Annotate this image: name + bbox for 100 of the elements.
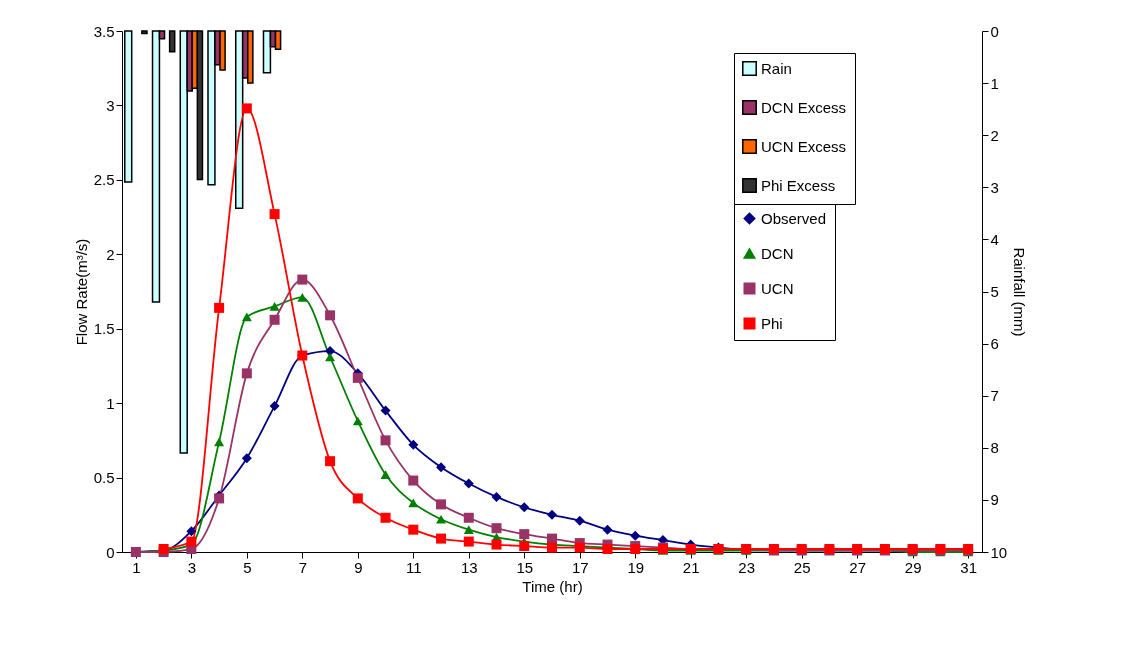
point bbox=[241, 312, 252, 322]
bar bbox=[196, 30, 204, 181]
point bbox=[408, 498, 419, 508]
point bbox=[463, 478, 474, 489]
point bbox=[352, 493, 363, 504]
x-tick-label: 29 bbox=[904, 558, 922, 576]
point bbox=[436, 462, 447, 473]
legend-label: Phi bbox=[761, 314, 783, 332]
x-tick-label: 13 bbox=[460, 558, 478, 576]
bar bbox=[207, 30, 216, 186]
legend-label: DCN bbox=[761, 244, 794, 262]
point bbox=[352, 372, 363, 383]
point bbox=[491, 491, 502, 502]
point bbox=[241, 368, 252, 379]
x-tick-label: 9 bbox=[354, 558, 363, 576]
y2-tick-label: 1 bbox=[990, 74, 999, 92]
point bbox=[214, 437, 225, 447]
y-tick-label: 1 bbox=[106, 394, 115, 412]
point bbox=[269, 302, 280, 311]
point bbox=[408, 439, 419, 450]
bar bbox=[151, 30, 161, 303]
legend-label: DCN Excess bbox=[761, 98, 847, 116]
y2-tick-label: 2 bbox=[990, 126, 999, 144]
y-tick-label: 2.5 bbox=[93, 171, 115, 189]
point bbox=[297, 293, 308, 302]
point bbox=[186, 536, 197, 547]
y-tick-label: 0 bbox=[106, 543, 115, 561]
y2-tick-label: 6 bbox=[990, 335, 999, 353]
point bbox=[408, 475, 419, 486]
point bbox=[547, 509, 557, 520]
point bbox=[297, 274, 308, 285]
point bbox=[491, 523, 502, 534]
y2-tick-label: 4 bbox=[990, 230, 999, 248]
point bbox=[241, 453, 252, 464]
point bbox=[214, 302, 225, 313]
y-axis-title: Flow Rate(m³/s) bbox=[72, 238, 90, 346]
bar bbox=[141, 30, 148, 35]
x-tick-label: 5 bbox=[243, 558, 252, 576]
bar bbox=[262, 30, 272, 74]
point bbox=[436, 514, 447, 524]
point bbox=[436, 499, 447, 510]
point bbox=[574, 515, 585, 526]
x-tick-label: 23 bbox=[738, 558, 756, 576]
y2-axis-title: Rainfall (mm) bbox=[1011, 247, 1029, 337]
x-axis-title: Time (hr) bbox=[522, 577, 583, 595]
y2-tick-label: 3 bbox=[990, 178, 999, 196]
y2-tick-label: 8 bbox=[990, 439, 999, 457]
y2-tick-label: 9 bbox=[990, 491, 999, 509]
point bbox=[325, 456, 336, 467]
y-tick-label: 3.5 bbox=[93, 22, 115, 40]
point bbox=[519, 541, 530, 552]
legend-label: UCN bbox=[761, 279, 794, 297]
point bbox=[463, 525, 474, 534]
y-tick-label: 0.5 bbox=[93, 469, 115, 487]
bar bbox=[274, 30, 282, 50]
point bbox=[186, 526, 197, 537]
y2-tick-label: 7 bbox=[990, 387, 999, 405]
x-tick-label: 11 bbox=[406, 558, 422, 576]
x-tick-label: 19 bbox=[627, 558, 645, 576]
y2-tick-label: 0 bbox=[990, 22, 999, 40]
point bbox=[380, 405, 391, 416]
legend-label: UCN Excess bbox=[761, 137, 847, 155]
point bbox=[436, 533, 447, 544]
x-tick-label: 15 bbox=[516, 558, 534, 576]
point bbox=[519, 529, 530, 540]
y-tick-label: 1.5 bbox=[93, 320, 115, 338]
point bbox=[380, 435, 391, 446]
point bbox=[380, 470, 391, 479]
legend-label: Phi Excess bbox=[761, 176, 836, 194]
point bbox=[519, 502, 530, 513]
point bbox=[325, 352, 336, 362]
point bbox=[547, 533, 557, 544]
x-tick-label: 7 bbox=[298, 558, 307, 576]
x-tick-label: 17 bbox=[571, 558, 589, 576]
x-tick-label: 27 bbox=[849, 558, 867, 576]
x-tick-label: 25 bbox=[793, 558, 811, 576]
legend-label: Observed bbox=[761, 209, 827, 227]
x-tick-label: 21 bbox=[682, 558, 700, 576]
point bbox=[380, 512, 391, 523]
y-tick-label: 3 bbox=[106, 96, 115, 114]
point bbox=[325, 310, 336, 321]
point bbox=[241, 103, 252, 114]
point bbox=[463, 536, 474, 547]
point bbox=[491, 539, 502, 550]
x-tick-label: 3 bbox=[187, 558, 197, 576]
point bbox=[463, 512, 474, 523]
point bbox=[408, 524, 419, 535]
y2-tick-label: 10 bbox=[990, 543, 1008, 561]
bar bbox=[168, 30, 176, 53]
x-tick-label: 31 bbox=[960, 558, 977, 576]
point bbox=[352, 416, 363, 426]
point bbox=[602, 524, 613, 535]
y2-tick-label: 5 bbox=[990, 283, 999, 300]
point bbox=[547, 542, 557, 553]
point bbox=[630, 530, 641, 541]
y-tick-label: 2 bbox=[106, 245, 115, 263]
point bbox=[269, 209, 280, 220]
x-tick-label: 1 bbox=[132, 558, 141, 576]
legend-label: Rain bbox=[761, 59, 792, 77]
point bbox=[269, 401, 280, 412]
